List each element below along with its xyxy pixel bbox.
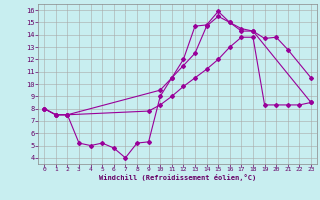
X-axis label: Windchill (Refroidissement éolien,°C): Windchill (Refroidissement éolien,°C) [99,174,256,181]
